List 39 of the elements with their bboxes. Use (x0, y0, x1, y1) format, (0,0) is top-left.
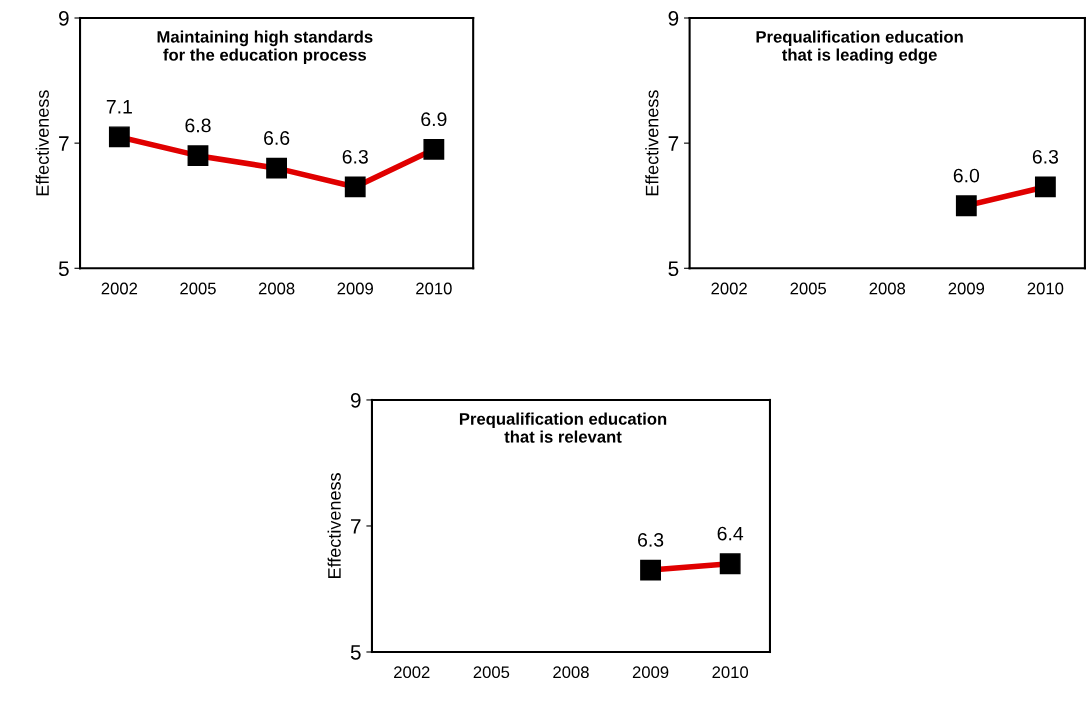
x-tick-label: 2008 (553, 666, 589, 679)
x-tick-label: 2009 (337, 282, 373, 295)
data-label: 6.9 (421, 112, 447, 127)
y-axis-title: Effectiveness (327, 473, 341, 579)
x-tick-label: 2005 (473, 666, 510, 679)
y-tick-label: 5 (668, 261, 679, 277)
y-tick-label: 9 (668, 11, 679, 26)
y-tick-label: 5 (58, 261, 69, 277)
data-label: 6.3 (342, 149, 368, 164)
y-tick-label: 7 (668, 136, 679, 151)
text: Maintaining high standards for the education process (157, 30, 373, 65)
x-tick-label: 2010 (1027, 282, 1064, 295)
y-tick-label: 9 (350, 392, 361, 408)
data-label: 6.3 (1032, 149, 1059, 164)
y-axis-title: Effectiveness (35, 90, 49, 196)
x-tick-label: 2005 (790, 282, 827, 295)
y-tick-label: 7 (351, 519, 361, 534)
x-tick-label: 2010 (416, 282, 452, 295)
text: Prequalification education that is relevant (459, 412, 667, 443)
x-tick-label: 2009 (948, 282, 985, 295)
text: Prequalification education that is leading edge (756, 30, 963, 65)
y-tick-label: 5 (350, 645, 361, 660)
x-tick-label: 2008 (258, 282, 295, 295)
y-axis-title: Effectiveness (645, 90, 659, 196)
data-label: 7.1 (106, 100, 132, 114)
x-tick-label: 2005 (180, 282, 216, 295)
data-label: 6.3 (638, 533, 664, 547)
y-tick-label: 9 (59, 11, 69, 26)
data-label: 6.8 (185, 118, 211, 133)
x-tick-label: 2002 (711, 282, 747, 295)
y-tick-label: 7 (59, 136, 69, 151)
x-tick-label: 2008 (869, 282, 906, 295)
x-tick-label: 2009 (632, 666, 669, 679)
x-tick-label: 2010 (712, 666, 749, 679)
x-tick-label: 2002 (394, 666, 430, 679)
data-label: 6.4 (717, 526, 744, 541)
x-tick-label: 2002 (101, 282, 138, 295)
data-label: 6.6 (264, 131, 290, 145)
data-label: 6.0 (953, 168, 980, 183)
